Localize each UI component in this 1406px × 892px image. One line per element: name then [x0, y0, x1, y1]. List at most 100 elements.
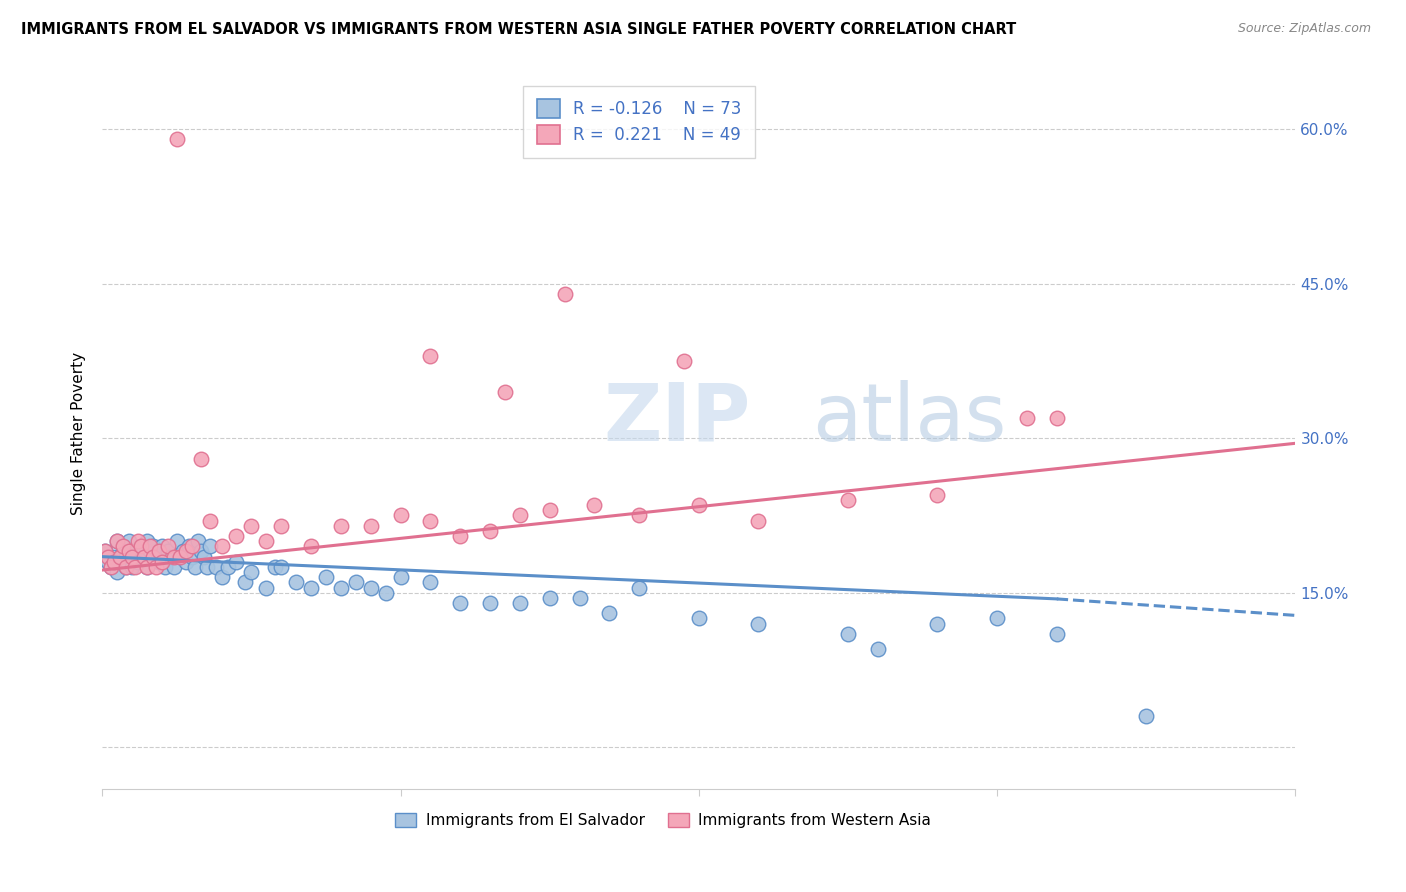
Point: [97, 549, 120, 564]
Point: [94, 544, 117, 558]
Point: [121, 549, 143, 564]
Point: [360, 518, 382, 533]
Point: [217, 560, 239, 574]
Point: [169, 549, 191, 564]
Point: [190, 544, 212, 558]
Legend: Immigrants from El Salvador, Immigrants from Western Asia: Immigrants from El Salvador, Immigrants …: [389, 807, 938, 834]
Point: [127, 555, 149, 569]
Point: [264, 560, 287, 574]
Point: [129, 539, 152, 553]
Point: [285, 575, 308, 590]
Point: [389, 570, 412, 584]
Point: [174, 555, 197, 569]
Point: [688, 498, 710, 512]
Point: [329, 581, 352, 595]
Point: [156, 539, 179, 553]
Point: [112, 539, 135, 553]
Point: [150, 555, 173, 569]
Point: [837, 493, 859, 508]
Point: [419, 514, 441, 528]
Point: [108, 549, 131, 564]
Point: [598, 607, 620, 621]
Point: [538, 503, 561, 517]
Point: [837, 627, 859, 641]
Point: [124, 544, 146, 558]
Point: [129, 539, 152, 553]
Text: IMMIGRANTS FROM EL SALVADOR VS IMMIGRANTS FROM WESTERN ASIA SINGLE FATHER POVERT: IMMIGRANTS FROM EL SALVADOR VS IMMIGRANT…: [21, 22, 1017, 37]
Point: [118, 534, 141, 549]
Point: [190, 451, 212, 466]
Point: [103, 555, 125, 569]
Point: [494, 384, 516, 399]
Point: [389, 508, 412, 523]
Point: [166, 534, 188, 549]
Point: [254, 581, 277, 595]
Point: [115, 549, 138, 564]
Point: [1015, 410, 1038, 425]
Point: [479, 524, 502, 538]
Point: [148, 544, 170, 558]
Point: [148, 555, 170, 569]
Point: [103, 549, 125, 564]
Point: [254, 534, 277, 549]
Point: [419, 575, 441, 590]
Y-axis label: Single Father Poverty: Single Father Poverty: [72, 351, 86, 515]
Point: [163, 560, 186, 574]
Point: [235, 575, 257, 590]
Text: ZIP: ZIP: [603, 380, 751, 458]
Point: [1135, 709, 1157, 723]
Point: [136, 560, 159, 574]
Point: [628, 508, 651, 523]
Point: [360, 581, 382, 595]
Point: [177, 539, 200, 553]
Point: [240, 518, 263, 533]
Point: [121, 549, 143, 564]
Point: [132, 549, 155, 564]
Point: [100, 560, 122, 574]
Point: [183, 560, 205, 574]
Point: [198, 539, 221, 553]
Text: atlas: atlas: [813, 380, 1007, 458]
Point: [139, 544, 162, 558]
Point: [180, 549, 202, 564]
Point: [156, 544, 179, 558]
Point: [115, 560, 138, 574]
Point: [118, 544, 141, 558]
Point: [240, 565, 263, 579]
Point: [145, 560, 167, 574]
Point: [97, 555, 120, 569]
Point: [174, 544, 197, 558]
Point: [100, 560, 122, 574]
Point: [329, 518, 352, 533]
Point: [121, 560, 143, 574]
Point: [747, 514, 769, 528]
Point: [374, 585, 396, 599]
Point: [583, 498, 606, 512]
Point: [94, 544, 117, 558]
Point: [211, 539, 233, 553]
Point: [211, 570, 233, 584]
Point: [124, 560, 146, 574]
Point: [136, 560, 159, 574]
Point: [132, 549, 155, 564]
Point: [299, 539, 322, 553]
Point: [419, 349, 441, 363]
Point: [145, 549, 167, 564]
Point: [153, 560, 176, 574]
Point: [127, 534, 149, 549]
Point: [163, 549, 186, 564]
Point: [172, 544, 194, 558]
Point: [927, 488, 949, 502]
Point: [142, 549, 165, 564]
Point: [986, 611, 1008, 625]
Point: [628, 581, 651, 595]
Point: [195, 560, 218, 574]
Point: [159, 549, 181, 564]
Point: [193, 549, 215, 564]
Point: [315, 570, 337, 584]
Point: [270, 560, 292, 574]
Point: [672, 354, 695, 368]
Point: [270, 518, 292, 533]
Point: [105, 534, 128, 549]
Point: [688, 611, 710, 625]
